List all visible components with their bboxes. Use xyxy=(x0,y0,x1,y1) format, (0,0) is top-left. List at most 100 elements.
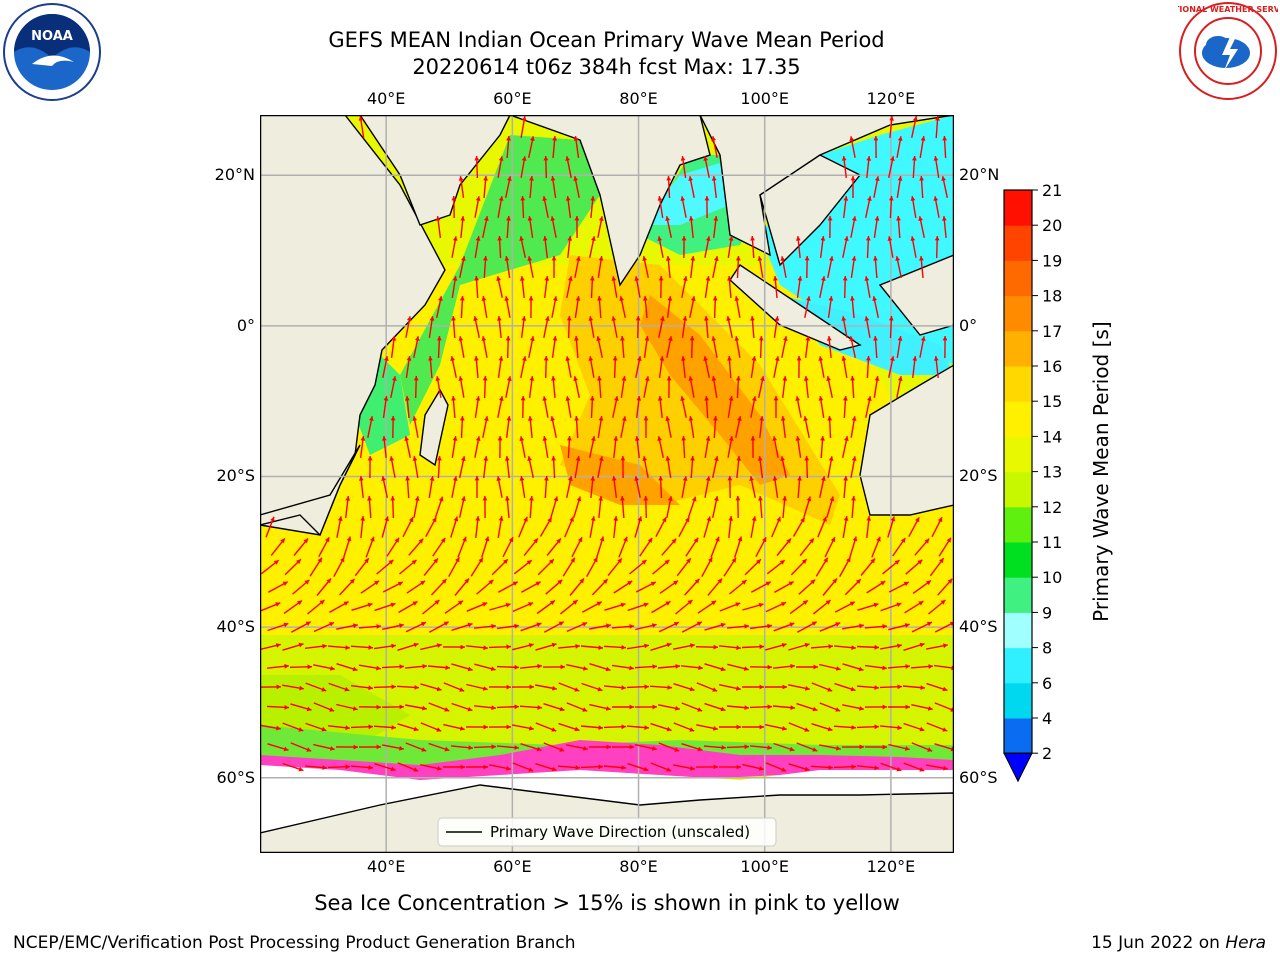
wave-arrow xyxy=(765,762,787,772)
wave-arrow xyxy=(688,415,695,439)
wave-arrow xyxy=(566,664,588,671)
wave-arrow xyxy=(351,685,373,691)
wave-arrow xyxy=(589,436,596,458)
wave-arrow xyxy=(926,643,948,650)
wave-arrow xyxy=(658,475,664,499)
wave-arrow xyxy=(773,356,780,378)
noaa-logo-text: NOAA xyxy=(31,29,73,44)
colorbar-tick-label: 13 xyxy=(1042,463,1062,482)
wave-arrow xyxy=(580,645,604,650)
wave-arrow xyxy=(772,436,779,458)
colorbar-segment xyxy=(1004,506,1032,543)
wave-arrow xyxy=(474,155,480,179)
sea-ice-edge xyxy=(260,740,954,783)
wave-arrow xyxy=(841,156,847,178)
wave-arrow xyxy=(428,742,450,752)
wave-arrow xyxy=(758,376,765,398)
wave-arrow xyxy=(367,416,374,438)
wave-arrow xyxy=(425,516,437,538)
colorbar-segment xyxy=(1004,718,1032,754)
wave-arrow xyxy=(864,744,888,750)
wave-arrow xyxy=(712,456,719,478)
wave-arrow xyxy=(381,704,405,710)
wave-arrow xyxy=(520,395,526,419)
wave-arrow xyxy=(710,536,720,558)
wave-arrow xyxy=(505,176,512,198)
wave-arrow xyxy=(803,376,809,398)
wave-arrow xyxy=(373,725,397,730)
wave-arrow xyxy=(565,356,572,378)
wave-arrow xyxy=(873,135,879,159)
wave-arrow xyxy=(488,684,512,690)
wave-arrow xyxy=(260,559,280,575)
wave-arrow xyxy=(428,315,435,339)
wave-arrow xyxy=(459,415,465,439)
wave-arrow xyxy=(413,336,420,358)
wave-arrow xyxy=(260,643,281,651)
wave-arrow xyxy=(406,580,426,594)
wave-arrow xyxy=(603,724,627,730)
wave-arrow xyxy=(822,578,838,596)
wave-arrow xyxy=(750,516,757,538)
top-lon-tick-label: 60°E xyxy=(493,89,532,108)
wave-arrow xyxy=(399,559,417,575)
wave-arrow xyxy=(919,175,924,199)
wave-arrow xyxy=(864,316,871,338)
wave-arrow xyxy=(773,663,795,669)
wave-arrow xyxy=(474,663,496,671)
wave-arrow xyxy=(481,295,488,319)
wave-arrow xyxy=(519,475,526,499)
wave-arrow xyxy=(267,581,289,593)
wave-arrow xyxy=(489,602,511,611)
wave-arrow xyxy=(597,375,602,399)
wave-arrow xyxy=(564,516,574,538)
wave-arrow xyxy=(566,476,573,498)
wave-arrow xyxy=(527,215,534,239)
bottom-lon-tick-label: 80°E xyxy=(619,857,658,876)
wave-arrow xyxy=(942,216,947,238)
wave-arrow xyxy=(589,395,595,419)
wave-arrow xyxy=(773,396,779,418)
wave-arrow xyxy=(681,235,687,259)
wave-arrow xyxy=(902,685,926,690)
wave-arrow xyxy=(290,703,312,712)
wave-arrow xyxy=(604,602,626,611)
wave-arrow xyxy=(586,556,598,578)
wave-arrow xyxy=(282,642,304,651)
wave-arrow xyxy=(397,723,419,732)
wave-arrow xyxy=(589,516,596,538)
wave-arrow xyxy=(504,296,511,318)
wave-arrow xyxy=(473,744,497,750)
wave-arrow xyxy=(665,416,672,438)
wave-arrow xyxy=(938,537,952,557)
wave-arrow xyxy=(305,643,327,649)
wave-arrow xyxy=(267,743,289,752)
wave-arrow xyxy=(354,557,370,577)
colorbar-tick-label: 16 xyxy=(1042,357,1062,376)
wave-arrow xyxy=(759,416,765,438)
right-lat-tick-label: 20°S xyxy=(959,466,998,486)
wave-arrow xyxy=(367,495,372,519)
wave-arrow xyxy=(673,722,695,732)
wave-arrow xyxy=(873,176,880,198)
wave-arrow xyxy=(289,664,313,670)
nws-logo: NATIONAL WEATHER SERVICE xyxy=(1162,1,1280,101)
wave-arrow xyxy=(528,376,535,398)
wave-arrow xyxy=(552,135,557,159)
wave-arrow xyxy=(450,516,459,538)
wave-arrow xyxy=(336,516,343,538)
wave-arrow xyxy=(528,295,534,319)
wave-arrow xyxy=(451,395,456,419)
wave-arrow xyxy=(558,682,580,692)
colorbar-tick-label: 6 xyxy=(1042,674,1052,693)
wave-arrow xyxy=(382,356,389,378)
wave-arrow xyxy=(474,436,481,458)
wave-arrow xyxy=(420,764,442,771)
wave-arrow xyxy=(520,622,542,632)
top-lon-tick-label: 40°E xyxy=(366,89,406,108)
wave-arrow xyxy=(850,295,855,319)
wave-arrow xyxy=(795,236,801,258)
wave-arrow xyxy=(856,724,880,730)
wave-arrow xyxy=(260,602,281,612)
wave-arrow xyxy=(405,664,427,669)
